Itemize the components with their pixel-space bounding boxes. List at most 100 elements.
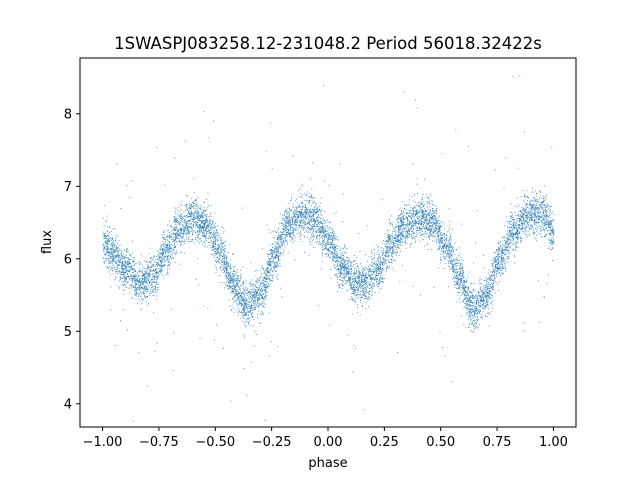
data-point [110, 309, 112, 311]
data-point [354, 284, 356, 286]
data-point [371, 262, 373, 264]
data-point [111, 242, 113, 244]
data-point [187, 226, 188, 228]
data-point [226, 256, 228, 258]
data-point [127, 257, 129, 259]
data-point [490, 294, 492, 295]
data-point [249, 302, 251, 303]
data-point [545, 215, 547, 217]
data-point [326, 252, 327, 254]
data-point [357, 282, 359, 283]
data-point [161, 255, 163, 257]
data-point [539, 211, 541, 213]
data-point [159, 257, 161, 258]
data-point [368, 274, 370, 276]
data-point [117, 251, 119, 253]
data-point [496, 259, 498, 261]
data-point [496, 270, 498, 272]
data-point [396, 243, 398, 245]
data-point [232, 278, 234, 280]
data-point [426, 197, 428, 198]
data-point [250, 310, 251, 312]
data-point [444, 253, 446, 255]
data-point [442, 243, 444, 244]
data-point [464, 289, 466, 291]
data-point [401, 218, 403, 220]
data-point [336, 259, 338, 261]
data-point [115, 277, 117, 279]
data-point [514, 212, 516, 213]
data-point [535, 215, 536, 216]
data-point [321, 252, 323, 254]
data-point [249, 311, 251, 313]
data-point [120, 207, 122, 209]
data-point [302, 202, 304, 204]
data-point [219, 239, 221, 241]
data-point [239, 289, 241, 291]
data-point [460, 268, 462, 270]
data-point [304, 252, 305, 253]
data-point [426, 217, 428, 219]
data-point [243, 311, 244, 313]
data-point [469, 302, 471, 304]
data-point [352, 276, 353, 278]
data-point [416, 229, 418, 231]
data-point [350, 287, 352, 289]
data-point [484, 291, 486, 293]
data-point [107, 242, 109, 244]
data-point [353, 260, 355, 261]
data-point [144, 268, 146, 269]
data-point [307, 237, 308, 239]
data-point [540, 195, 542, 197]
data-point [535, 238, 537, 240]
data-point [474, 319, 476, 321]
data-point [449, 268, 451, 270]
data-point [446, 253, 448, 255]
data-point [273, 249, 275, 251]
data-point [459, 265, 461, 267]
data-point [450, 260, 451, 262]
data-point [378, 285, 380, 287]
data-point [451, 270, 453, 272]
data-point [183, 241, 185, 242]
data-point [191, 230, 193, 232]
data-point [550, 226, 552, 228]
data-point [157, 268, 159, 269]
data-point [434, 215, 436, 217]
data-point [506, 241, 508, 243]
data-point [297, 210, 298, 212]
data-point [286, 231, 288, 233]
data-point [167, 248, 169, 250]
data-point [464, 306, 466, 308]
data-point [104, 235, 106, 237]
data-point [529, 219, 531, 221]
data-point [180, 225, 182, 227]
data-point [384, 263, 385, 265]
data-point [146, 385, 148, 387]
data-point [497, 272, 499, 274]
data-point [373, 264, 374, 266]
data-point [350, 283, 352, 285]
data-point [286, 226, 288, 227]
data-point [287, 235, 288, 237]
data-point [328, 222, 330, 223]
data-point [421, 215, 423, 217]
data-point [158, 264, 160, 265]
data-point [125, 279, 126, 281]
data-point [176, 232, 178, 234]
data-point [143, 285, 145, 287]
data-point [230, 265, 232, 267]
data-point [483, 300, 485, 302]
data-point [538, 210, 540, 211]
data-point [387, 234, 389, 236]
data-point [204, 246, 206, 248]
data-point [232, 280, 234, 281]
data-point [486, 286, 488, 287]
data-point [183, 222, 185, 224]
data-point [148, 272, 150, 274]
data-point [414, 220, 416, 222]
data-point [448, 255, 450, 256]
data-point [483, 293, 485, 295]
data-point [326, 243, 328, 245]
data-point [292, 230, 294, 231]
